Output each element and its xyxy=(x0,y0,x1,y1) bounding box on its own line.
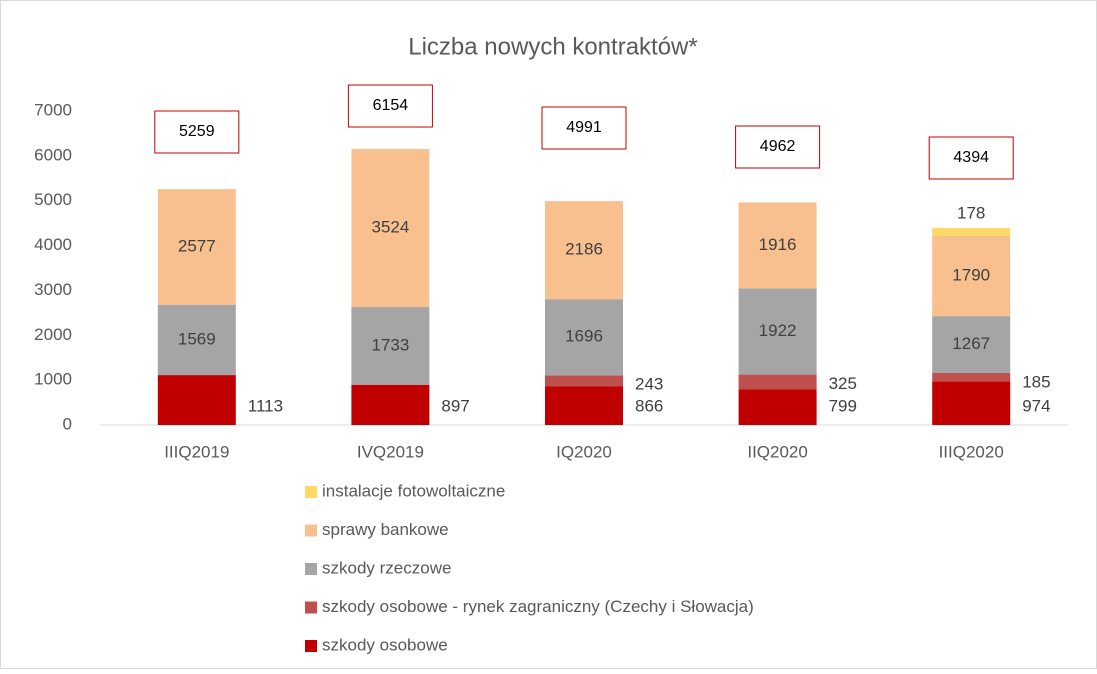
x-tick-label: IQ2020 xyxy=(556,442,612,461)
total-box xyxy=(735,125,821,169)
total-box xyxy=(154,110,240,154)
legend-label: instalacje fotowoltaiczne xyxy=(322,481,505,500)
bar-segment xyxy=(932,373,1011,382)
bar-segment xyxy=(351,148,430,308)
data-label: 325 xyxy=(829,374,857,393)
bar-segment xyxy=(545,201,623,300)
total-label: 4394 xyxy=(953,149,989,166)
total-label: 4962 xyxy=(760,138,796,155)
data-label: 1267 xyxy=(952,334,990,353)
bar-segment xyxy=(738,202,817,289)
bar-segment xyxy=(738,288,817,375)
data-label: 799 xyxy=(829,396,857,415)
data-label: 1696 xyxy=(565,327,603,346)
x-tick-label: IIIQ2020 xyxy=(939,442,1004,461)
bar-segment xyxy=(932,235,1011,317)
bar-segment xyxy=(351,384,430,425)
legend-swatch xyxy=(305,640,317,652)
data-label: 1916 xyxy=(759,235,797,254)
x-tick-label: IIIQ2019 xyxy=(164,442,229,461)
data-label: 1733 xyxy=(371,335,409,354)
bar-segment xyxy=(157,304,236,376)
data-label: 1113 xyxy=(248,396,283,415)
y-tick-label: 1000 xyxy=(34,370,72,389)
y-tick-label: 2000 xyxy=(34,325,72,344)
bar-segment xyxy=(545,386,623,425)
legend-label: szkody rzeczowe xyxy=(322,558,451,577)
data-label: 897 xyxy=(441,396,469,415)
bar-segment xyxy=(738,389,817,425)
chart-title: Liczba nowych kontraktów* xyxy=(408,33,697,60)
total-box xyxy=(928,136,1014,180)
x-tick-label: IIQ2020 xyxy=(747,442,808,461)
total-label: 4991 xyxy=(566,119,602,136)
data-label: 243 xyxy=(635,375,663,394)
bar-segment xyxy=(157,375,236,425)
data-label: 1922 xyxy=(759,321,797,340)
legend-swatch xyxy=(305,486,317,498)
legend-swatch xyxy=(305,601,317,614)
data-label: 974 xyxy=(1022,396,1050,415)
bar-segment xyxy=(157,189,236,305)
y-tick-label: 4000 xyxy=(34,235,72,254)
data-label: 1790 xyxy=(952,266,990,285)
bar-segment xyxy=(932,316,1011,374)
bar-segment xyxy=(932,381,1011,425)
data-label: 185 xyxy=(1022,372,1050,391)
legend-label: szkody osobowe xyxy=(322,635,448,654)
data-label: 2186 xyxy=(565,240,603,259)
y-tick-label: 6000 xyxy=(34,145,72,164)
data-label: 866 xyxy=(635,396,663,415)
total-label: 5259 xyxy=(179,123,215,140)
data-label: 2577 xyxy=(178,236,216,255)
y-tick-label: 5000 xyxy=(34,190,72,209)
data-label: 1569 xyxy=(178,329,216,348)
total-box xyxy=(541,106,627,150)
data-label: 178 xyxy=(957,203,985,222)
y-tick-label: 7000 xyxy=(34,100,72,119)
legend-swatch xyxy=(305,524,317,537)
legend-label: szkody osobowe - rynek zagraniczny (Czec… xyxy=(322,597,754,616)
data-label: 3524 xyxy=(371,217,409,236)
y-tick-label: 0 xyxy=(63,414,72,433)
bar-segment xyxy=(351,307,430,385)
bar-segment xyxy=(932,227,1011,236)
legend-swatch xyxy=(305,563,317,575)
y-tick-label: 3000 xyxy=(34,280,72,299)
bar-segment xyxy=(738,374,817,390)
bar-segment xyxy=(545,375,623,387)
bar-segment xyxy=(545,299,623,376)
legend-label: sprawy bankowe xyxy=(322,520,449,539)
total-label: 6154 xyxy=(373,97,409,114)
x-tick-label: IVQ2019 xyxy=(357,442,424,461)
total-box xyxy=(347,84,433,128)
